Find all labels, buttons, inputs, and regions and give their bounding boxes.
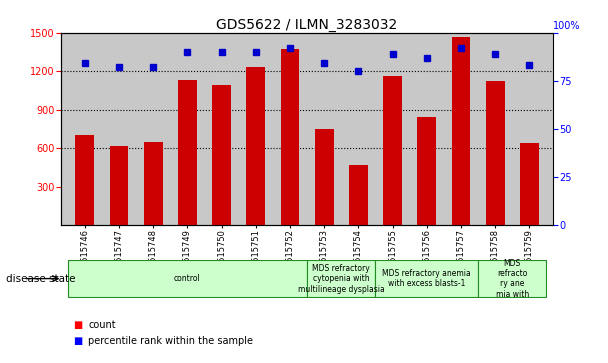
Bar — [307, 260, 375, 297]
Text: ■: ■ — [73, 320, 82, 330]
Text: percentile rank within the sample: percentile rank within the sample — [88, 336, 253, 346]
Bar — [280, 49, 299, 225]
Bar — [143, 142, 162, 225]
Bar — [212, 85, 231, 225]
Bar — [417, 117, 436, 225]
Bar — [109, 146, 128, 225]
Bar — [375, 260, 478, 297]
Bar — [246, 67, 265, 225]
Text: 100%: 100% — [553, 21, 581, 31]
Text: count: count — [88, 320, 116, 330]
Bar — [349, 165, 368, 225]
Bar — [75, 135, 94, 225]
Bar — [478, 260, 547, 297]
Bar — [67, 260, 307, 297]
Text: disease state: disease state — [6, 274, 75, 284]
Title: GDS5622 / ILMN_3283032: GDS5622 / ILMN_3283032 — [216, 18, 398, 32]
Text: MDS refractory
cytopenia with
multilineage dysplasia: MDS refractory cytopenia with multilinea… — [298, 264, 385, 294]
Bar — [520, 143, 539, 225]
Text: control: control — [174, 274, 201, 283]
Bar — [452, 37, 471, 225]
Text: ■: ■ — [73, 336, 82, 346]
Text: MDS
refracto
ry ane
mia with: MDS refracto ry ane mia with — [496, 258, 529, 299]
Text: MDS refractory anemia
with excess blasts-1: MDS refractory anemia with excess blasts… — [382, 269, 471, 288]
Bar — [178, 80, 197, 225]
Bar — [383, 76, 402, 225]
Bar — [486, 81, 505, 225]
Bar — [315, 129, 334, 225]
